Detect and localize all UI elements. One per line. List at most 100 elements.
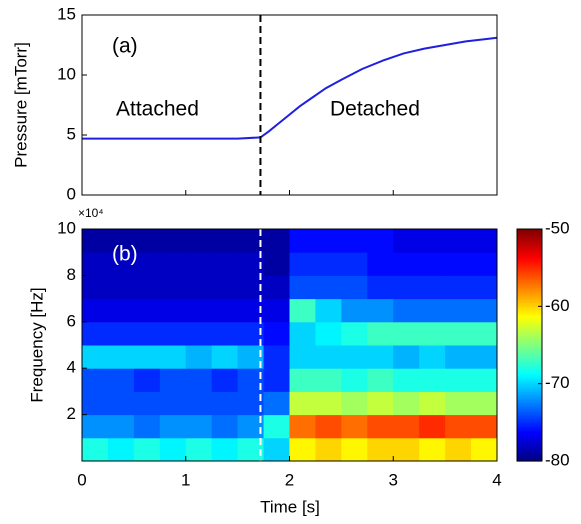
spectrogram-cell <box>367 414 394 439</box>
spectrogram-cell <box>159 345 187 369</box>
colorbar-step <box>517 267 542 271</box>
y-tick-label: 8 <box>67 265 76 284</box>
colorbar-step <box>517 314 542 317</box>
colorbar-step <box>517 263 542 267</box>
axes-frame <box>81 228 498 462</box>
spectrogram-cell <box>445 229 472 253</box>
spectrogram-cell <box>445 321 472 346</box>
colorbar-step <box>517 312 542 315</box>
spectrogram-cell <box>185 414 213 439</box>
colorbar-step <box>517 242 542 246</box>
spectrogram-cell <box>107 275 135 300</box>
colorbar-step <box>517 290 542 294</box>
colorbar-step <box>517 244 542 247</box>
spectrogram-cell <box>237 391 265 416</box>
spectrogram-cell <box>159 391 187 416</box>
colorbar-step <box>517 399 542 402</box>
spectrogram-cell <box>471 391 498 416</box>
colorbar-step <box>517 377 542 381</box>
spectrogram-cell <box>133 229 161 253</box>
spectrogram-cell <box>289 368 316 392</box>
spectrogram-cell <box>133 437 161 462</box>
colorbar-step <box>517 296 542 300</box>
colorbar-step <box>517 275 542 278</box>
colorbar-step <box>517 414 542 418</box>
colorbar-step <box>517 443 542 447</box>
y-axis-label: Pressure [mTorr] <box>11 42 30 168</box>
spectrogram-cell <box>289 414 316 439</box>
spectrogram-cell <box>237 298 265 323</box>
spectrogram-cell <box>289 321 316 346</box>
colorbar-step <box>517 418 542 421</box>
colorbar-step <box>517 292 542 296</box>
spectrogram-cell <box>82 391 109 416</box>
colorbar-step <box>517 341 542 344</box>
spectrogram-cell <box>393 298 420 323</box>
spectrogram-cell <box>367 321 394 346</box>
spectrogram-cell <box>393 368 420 392</box>
spectrogram-cell <box>263 391 290 416</box>
y-tick-label: 10 <box>57 64 76 83</box>
spectrogram-cell <box>393 391 420 416</box>
spectrogram-cell <box>263 298 290 323</box>
colorbar-step <box>517 381 542 385</box>
spectrogram-cell <box>133 391 161 416</box>
colorbar-step <box>517 321 542 325</box>
spectrogram-cell <box>289 229 316 253</box>
colorbar-step <box>517 288 542 292</box>
annotation: Attached <box>116 98 199 121</box>
spectrogram-cell <box>263 368 290 392</box>
spectrogram-cell <box>367 368 394 392</box>
spectrogram-cell <box>263 229 290 253</box>
spectrogram-cell <box>419 229 446 253</box>
colorbar-step <box>517 437 542 441</box>
spectrogram-cell <box>393 229 420 253</box>
spectrogram-cell <box>289 298 316 323</box>
spectrogram-cell <box>393 321 420 346</box>
colorbar-step <box>517 232 542 236</box>
spectrogram-cell <box>211 321 239 346</box>
spectrogram-cell <box>107 414 135 439</box>
spectrogram-cell <box>107 252 135 276</box>
spectrogram-cell <box>445 368 472 392</box>
spectrogram-cell <box>159 275 187 300</box>
spectrogram-cell <box>367 275 394 300</box>
spectrogram-cell <box>211 391 239 416</box>
colorbar-step <box>517 329 542 333</box>
spectrogram-cell <box>289 345 316 369</box>
colorbar-step <box>517 435 542 439</box>
colorbar-step <box>517 273 542 276</box>
colorbar-step <box>517 333 542 336</box>
spectrogram-cell <box>393 345 420 369</box>
spectrogram-cell <box>315 252 342 276</box>
spectrogram-cell <box>471 345 498 369</box>
colorbar-step <box>517 393 542 396</box>
colorbar-step <box>517 261 542 265</box>
spectrogram-cell <box>471 275 498 300</box>
spectrogram-cell <box>185 229 213 253</box>
colorbar-step <box>517 265 542 269</box>
spectrogram-cell <box>341 368 368 392</box>
spectrogram-cell <box>133 368 161 392</box>
spectrogram-cell <box>445 437 472 462</box>
spectrogram-cell <box>315 437 342 462</box>
spectrogram-cell <box>445 345 472 369</box>
colorbar-step <box>517 449 542 452</box>
spectrogram-cell <box>263 345 290 369</box>
colorbar-step <box>517 337 542 340</box>
spectrogram-cell <box>315 345 342 369</box>
spectrogram-cell <box>133 252 161 276</box>
colorbar-step <box>517 426 542 429</box>
spectrogram-cell <box>82 252 109 276</box>
spectrogram-cell <box>159 321 187 346</box>
colorbar-step <box>517 236 542 240</box>
spectrogram-cell <box>315 321 342 346</box>
spectrogram-cell <box>82 345 109 369</box>
spectrogram-cell <box>341 275 368 300</box>
y-tick-label: 2 <box>67 404 76 423</box>
y-tick-label: 10 <box>57 218 76 237</box>
spectrogram-cell <box>159 414 187 439</box>
colorbar-step <box>517 432 542 435</box>
spectrogram-cell <box>289 252 316 276</box>
